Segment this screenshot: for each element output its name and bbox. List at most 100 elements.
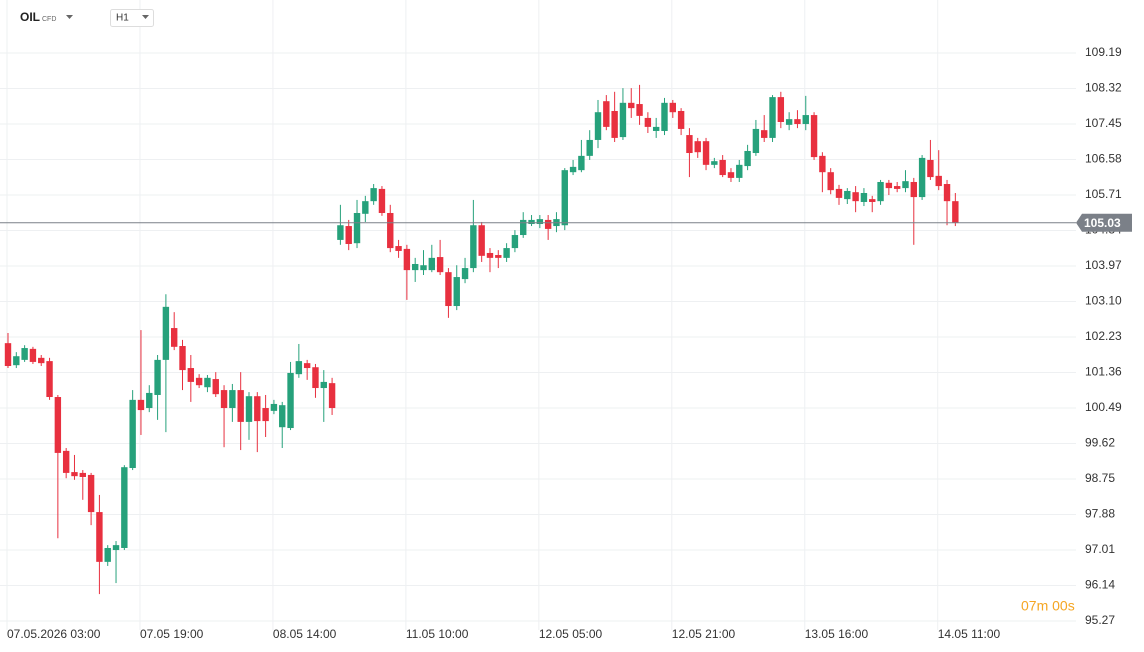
candle-body: [686, 135, 693, 154]
candle-body: [744, 150, 751, 167]
candle-body: [62, 450, 70, 473]
candle-body: [21, 348, 28, 360]
candle-body: [287, 372, 294, 429]
candle-body: [761, 130, 768, 138]
candle-body: [146, 392, 153, 409]
candle-body: [935, 175, 942, 187]
x-tick-label: 07.05 19:00: [140, 627, 204, 641]
candle-body: [353, 212, 361, 244]
candle-body: [470, 225, 477, 269]
candle-body: [420, 265, 427, 271]
x-tick-label: 14.05 11:00: [938, 627, 1001, 641]
candle-body: [29, 348, 37, 362]
candle-body: [578, 155, 585, 171]
candle-body: [810, 115, 818, 158]
symbol-type: CFD: [42, 16, 56, 23]
y-tick-label: 103.97: [1085, 258, 1122, 272]
candle-body: [312, 367, 319, 389]
y-tick-label: 97.88: [1085, 507, 1115, 521]
candle-body: [802, 115, 809, 125]
x-tick-label: 08.05 14:00: [273, 627, 337, 641]
candle-body: [520, 219, 527, 236]
y-tick-label: 101.36: [1085, 365, 1122, 379]
candle-body: [204, 377, 211, 388]
y-tick-label: 100.49: [1085, 400, 1122, 414]
candle-body: [478, 225, 485, 256]
candle-body: [112, 545, 120, 551]
candle-body: [536, 219, 544, 225]
last-price-tag: [1076, 213, 1132, 232]
candle-body: [877, 181, 884, 202]
candle-body: [486, 252, 494, 258]
last-price-label: 105.03: [1084, 216, 1121, 230]
y-tick-label: 107.45: [1085, 116, 1122, 130]
candle-body: [87, 474, 95, 513]
x-tick-label: 12.05 21:00: [672, 627, 736, 641]
candle-body: [387, 212, 394, 249]
candle-body: [669, 102, 676, 113]
candle-body: [96, 512, 103, 562]
candle-body: [362, 201, 369, 214]
candle-body: [644, 117, 652, 127]
candle-body: [594, 112, 602, 140]
candle-body: [303, 363, 311, 369]
candle-body: [46, 361, 53, 398]
candle-body: [794, 119, 801, 125]
candle-body: [295, 361, 303, 375]
candle-body: [652, 126, 660, 131]
candle-body: [171, 328, 178, 347]
candle-body: [345, 226, 352, 245]
candle-body: [844, 190, 851, 200]
candle-body: [461, 268, 469, 280]
symbol: OIL: [20, 10, 40, 24]
candle-body: [137, 399, 145, 411]
candle-body: [611, 110, 618, 138]
candle-body: [952, 201, 959, 223]
candle-body: [918, 157, 926, 198]
candle-body: [395, 246, 402, 251]
candle-body: [245, 396, 253, 422]
y-tick-label: 98.75: [1085, 471, 1115, 485]
candle-body: [121, 467, 128, 548]
candle-body: [511, 235, 519, 249]
candle-body: [752, 128, 760, 154]
candle-body: [453, 277, 460, 307]
candle-body: [910, 181, 917, 198]
candle-body: [569, 166, 577, 173]
candle-body: [694, 141, 701, 153]
y-tick-label: 99.62: [1085, 436, 1115, 450]
plot: 95.27 96.14 97.01 97.88 98.75 99.62 100.49 101.…: [0, 0, 1132, 641]
candle-body: [495, 255, 502, 258]
candle-body: [719, 159, 726, 176]
candle-body: [561, 170, 568, 226]
candle-body: [38, 357, 45, 364]
candle-body: [436, 257, 444, 273]
candle-body: [702, 141, 710, 165]
candle-body: [769, 97, 776, 138]
candle-body: [885, 182, 893, 189]
symbol-selector[interactable]: OIL CFD: [20, 10, 73, 24]
candle-body: [220, 390, 228, 409]
candle-body: [586, 139, 593, 156]
candle-body: [162, 306, 170, 360]
timeframe-selector[interactable]: H1: [110, 9, 154, 27]
candle-body: [262, 408, 269, 422]
candle-body: [337, 225, 344, 240]
countdown: 07m 00s: [1021, 598, 1075, 614]
candle-body: [619, 102, 627, 138]
candle-body: [636, 104, 643, 116]
y-tick-label: 105.71: [1085, 187, 1122, 201]
candle-body: [785, 119, 793, 125]
y-tick-label: 102.23: [1085, 329, 1122, 343]
candle-body: [852, 192, 859, 202]
candle-body: [187, 368, 195, 382]
dropdown-caret: [66, 15, 73, 19]
candle-body: [428, 257, 436, 271]
candle-body: [860, 192, 868, 202]
candle-body: [54, 397, 62, 453]
y-tick-label: 95.27: [1085, 613, 1115, 627]
y-tick-label: 96.14: [1085, 578, 1115, 592]
candle-body: [229, 390, 236, 409]
